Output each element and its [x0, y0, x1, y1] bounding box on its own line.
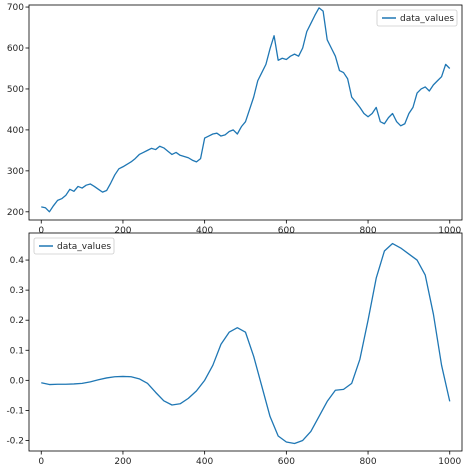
x-tick-label: 800: [359, 457, 376, 466]
top-line-chart: 0 200 400 600 800 1000 200 300 400 500 600 700 data_…: [7, 3, 463, 236]
series-line-data_values: [41, 242, 451, 445]
x-tick-label: 600: [278, 457, 295, 466]
x-tick-label: 600: [278, 226, 295, 236]
x-tick-label: 400: [196, 457, 213, 466]
y-tick-label: 400: [7, 126, 24, 136]
y-tick-label: 0.4: [10, 256, 25, 266]
bottom-line-chart: 0 200 400 600 800 1000 -0.2 -0.1 0.0 0.1 0.2 0.3 0.4…: [6, 232, 463, 466]
plot-frame: [28, 232, 463, 452]
y-tick-label: 500: [7, 85, 24, 95]
x-tick-label: 200: [114, 457, 131, 466]
legend: data_values: [376, 9, 458, 27]
legend-box: [33, 237, 115, 255]
legend-box: [376, 9, 458, 27]
y-tick-label: 600: [7, 44, 24, 54]
x-tick-label: 400: [196, 226, 213, 236]
x-tick-label: 200: [114, 226, 131, 236]
y-tick-label: 300: [7, 167, 24, 177]
y-tick-label: 0.2: [10, 316, 24, 326]
legend-label: data_values: [57, 242, 111, 252]
x-tick-label: 0: [38, 226, 44, 236]
series-line-data_values: [41, 7, 451, 213]
y-tick-label: 0.3: [10, 286, 24, 296]
y-tick-label: 200: [7, 208, 24, 218]
legend-label: data_values: [400, 14, 454, 24]
x-tick-label: 0: [38, 457, 44, 466]
y-tick-label: 700: [7, 3, 24, 13]
plot-frame: [28, 4, 463, 221]
legend: data_values: [33, 237, 115, 255]
x-tick-label: 1000: [438, 457, 461, 466]
y-tick-label: 0.1: [10, 346, 24, 356]
y-tick-label: 0.0: [10, 376, 25, 386]
y-tick-label: -0.1: [6, 406, 24, 416]
x-tick-label: 800: [359, 226, 376, 236]
y-tick-label: -0.2: [6, 436, 24, 446]
x-tick-label: 1000: [438, 226, 461, 236]
